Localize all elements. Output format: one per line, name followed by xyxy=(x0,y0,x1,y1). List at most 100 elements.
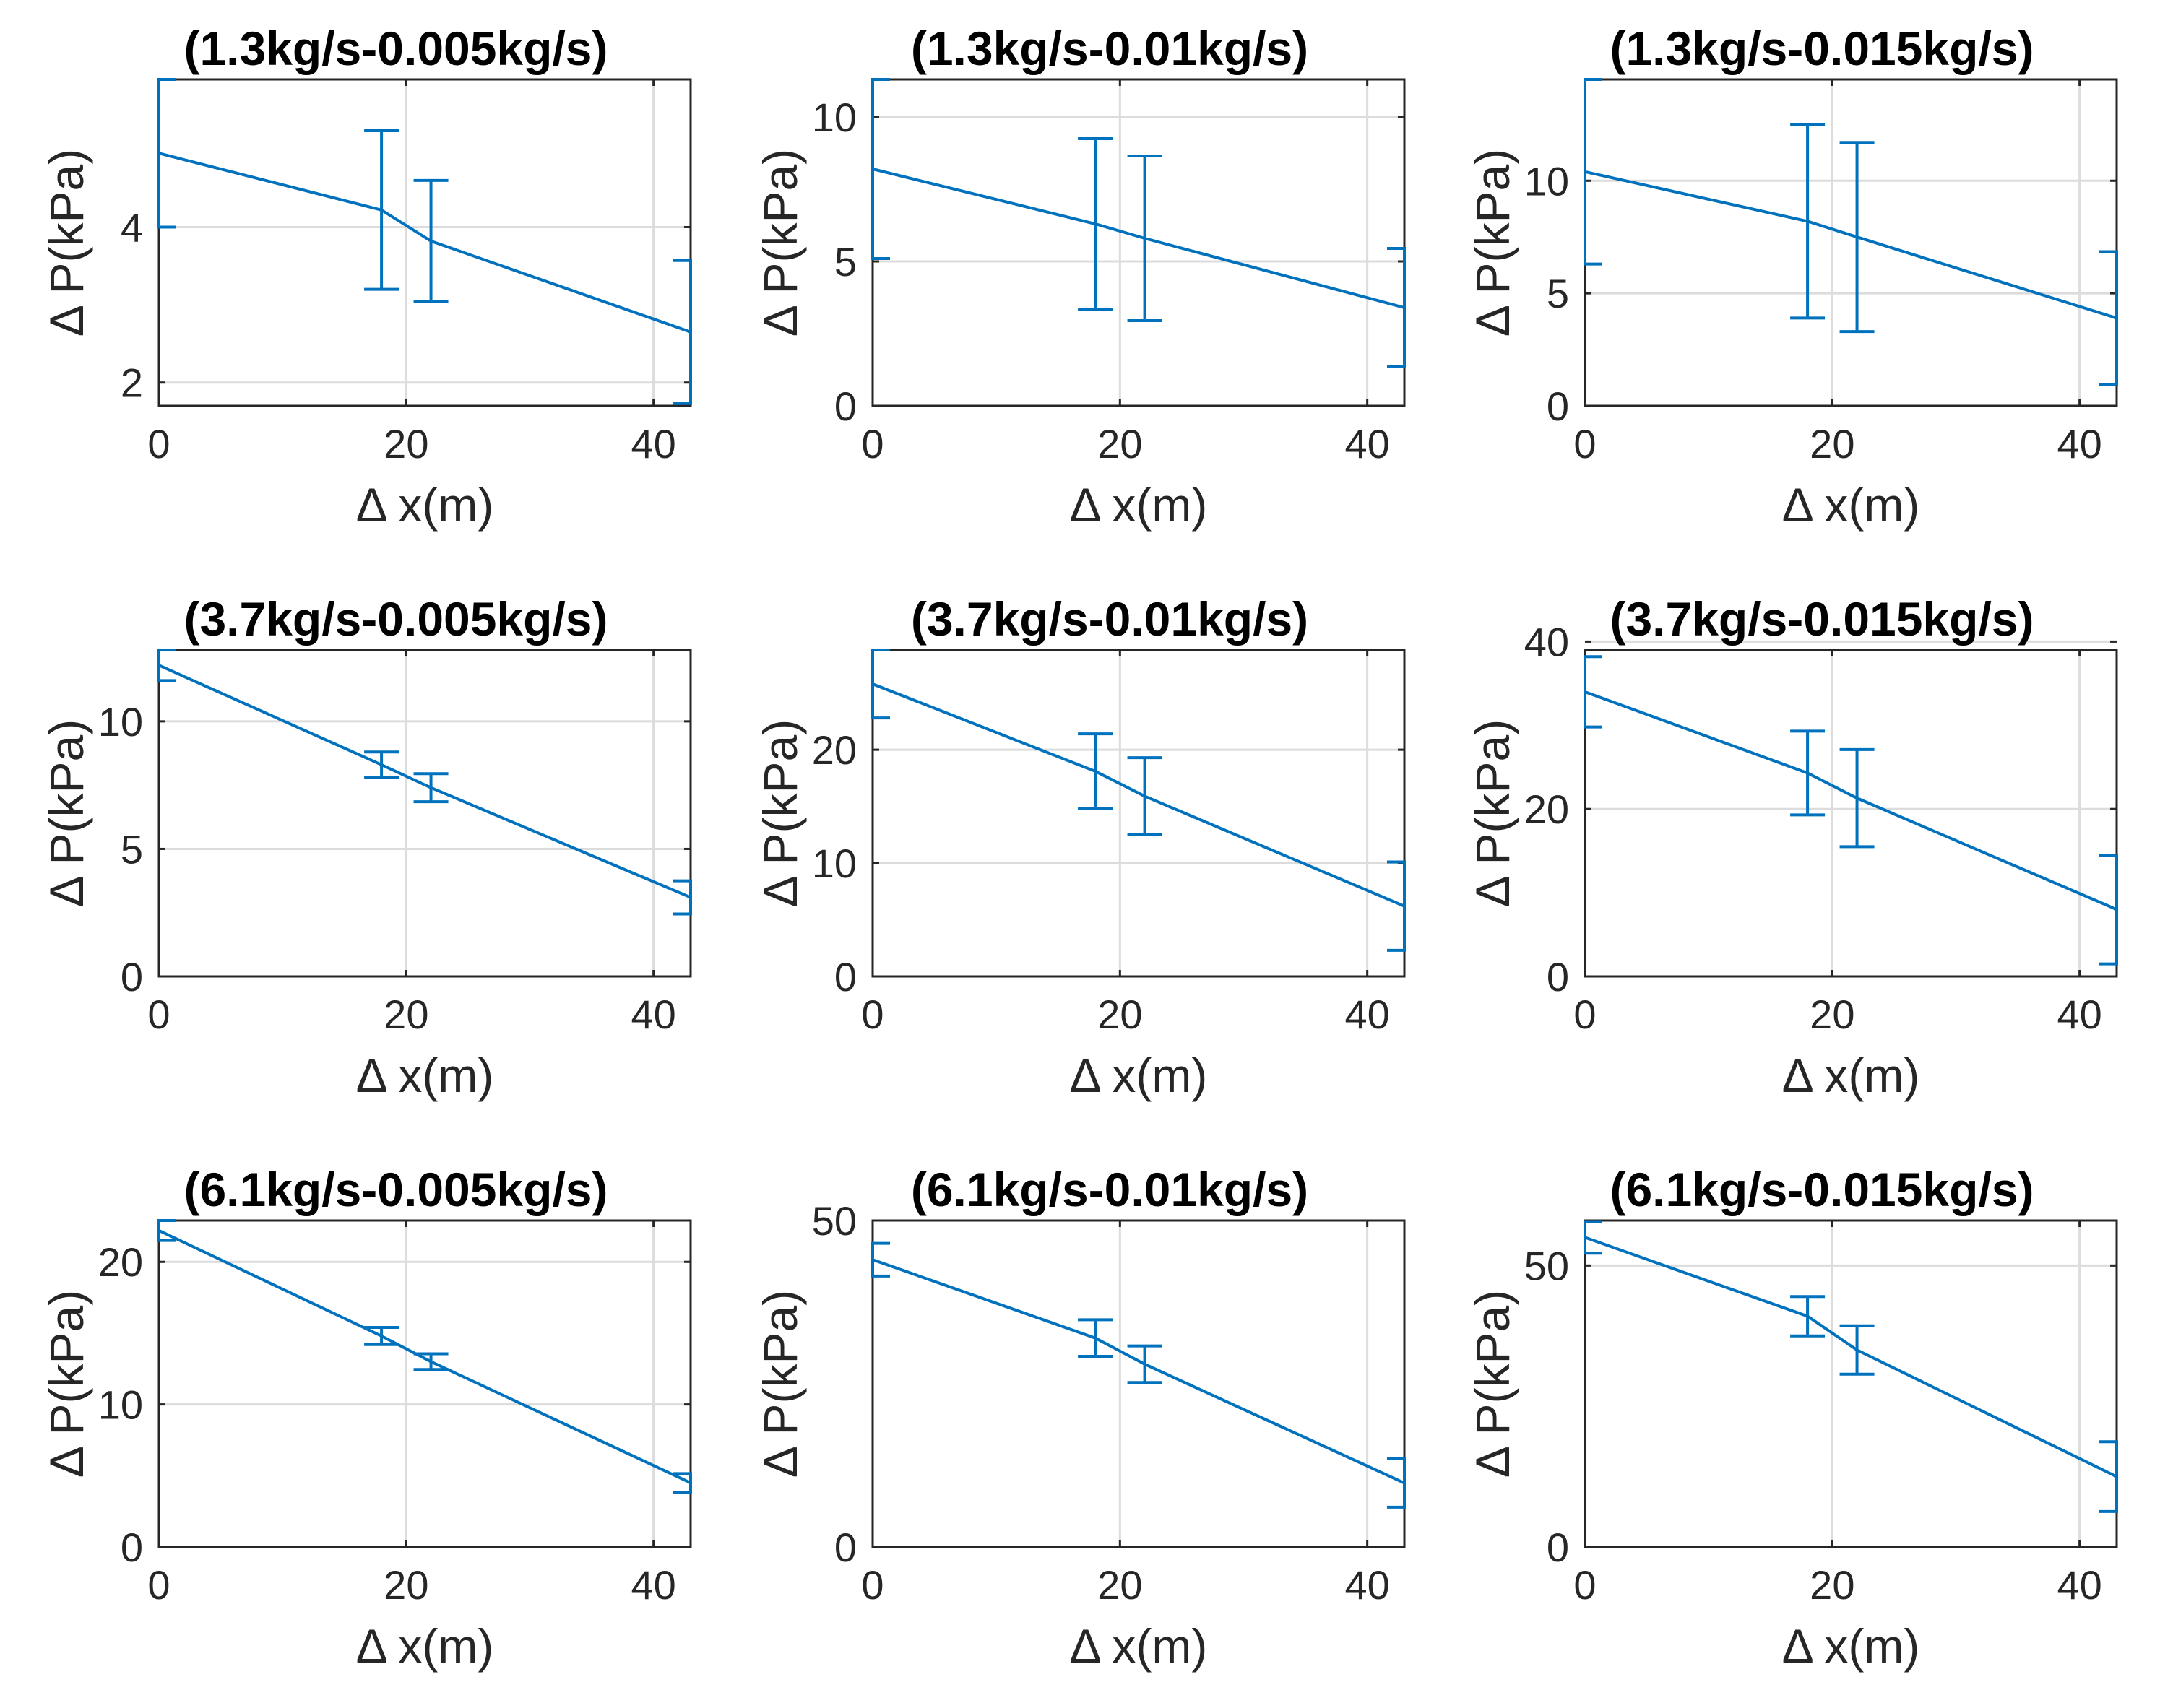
subplot-6: 0 20 40 0 20 40 (3.7kg/s-0.015kg/s) Δ x(m) Δ P(k… xyxy=(1466,592,2118,1102)
x-tick-label: 0 xyxy=(1573,1562,1596,1608)
plot-area xyxy=(159,79,691,406)
error-bar xyxy=(871,649,890,720)
plot-area xyxy=(1585,1221,2117,1547)
y-tick-label: 0 xyxy=(121,954,143,1000)
plot-frame xyxy=(871,649,1406,978)
x-axis-label: Δ x(m) xyxy=(1070,478,1208,532)
chart-title: (1.3kg/s-0.015kg/s) xyxy=(1610,22,2034,75)
error-bar xyxy=(1387,860,1406,952)
error-bar xyxy=(1387,247,1406,368)
data-layer xyxy=(871,1241,1406,1509)
subplot-3: 0 20 40 0 5 10 (1.3kg/s-0.015kg/s) Δ x(m) Δ P(kP… xyxy=(1466,22,2118,532)
y-tick-label: 0 xyxy=(834,383,857,429)
data-layer xyxy=(157,78,692,405)
error-bar xyxy=(1078,137,1113,311)
y-tick-label: 10 xyxy=(1524,158,1569,204)
x-tick-label: 0 xyxy=(861,992,884,1037)
error-bar xyxy=(2099,1440,2118,1513)
y-axis-label: Δ P(kPa) xyxy=(753,149,807,337)
y-axis-label: Δ P(kPa) xyxy=(1466,149,1519,337)
x-tick-label: 20 xyxy=(384,1562,428,1608)
error-bar xyxy=(1078,732,1113,810)
chart-title: (1.3kg/s-0.01kg/s) xyxy=(911,22,1308,75)
y-tick-label: 40 xyxy=(1524,619,1569,664)
subplot-1: 0 20 40 2 4 (1.3kg/s-0.005kg/s) Δ x(m) Δ P(kPa) xyxy=(40,22,692,532)
chart-title: (3.7kg/s-0.015kg/s) xyxy=(1610,592,2034,646)
data-layer xyxy=(1584,78,2118,386)
error-bar xyxy=(871,1241,890,1278)
y-tick-label: 20 xyxy=(98,1239,143,1285)
subplot-8: 0 20 40 0 50 (6.1kg/s-0.01kg/s) Δ x(m) Δ P(kPa) xyxy=(753,1163,1406,1673)
error-bar xyxy=(2099,250,2118,386)
y-tick-label: 10 xyxy=(98,1382,143,1428)
error-bar xyxy=(1127,155,1162,322)
error-bar xyxy=(157,649,176,682)
subplot-2: 0 20 40 0 5 10 (1.3kg/s-0.01kg/s) Δ x(m) Δ P(kPa… xyxy=(753,22,1406,532)
subplot-7: 0 20 40 0 10 20 (6.1kg/s-0.005kg/s) Δ x(m) Δ P(k… xyxy=(40,1163,692,1673)
plot-area xyxy=(1585,650,2117,976)
plot-frame xyxy=(157,78,692,407)
data-layer xyxy=(1584,655,2118,966)
y-axis-label: Δ P(kPa) xyxy=(1466,719,1519,908)
y-axis-label: Δ P(kPa) xyxy=(753,1290,807,1478)
x-tick-label: 40 xyxy=(2057,421,2102,467)
x-axis-label: Δ x(m) xyxy=(1782,1049,1920,1102)
plot-area xyxy=(1585,79,2117,406)
plot-area xyxy=(873,79,1404,406)
x-tick-label: 40 xyxy=(1345,992,1390,1037)
x-axis-label: Δ x(m) xyxy=(1070,1049,1208,1102)
chart-title: (6.1kg/s-0.015kg/s) xyxy=(1610,1163,2034,1216)
chart-title: (6.1kg/s-0.005kg/s) xyxy=(184,1163,608,1216)
x-tick-label: 0 xyxy=(147,421,170,467)
x-tick-label: 40 xyxy=(631,992,676,1037)
y-axis-label: Δ P(kPa) xyxy=(40,1290,93,1478)
x-tick-label: 40 xyxy=(631,1562,676,1608)
error-bar xyxy=(1790,1295,1826,1338)
series-line xyxy=(158,1229,691,1484)
data-layer xyxy=(1584,1220,2118,1513)
y-tick-label: 0 xyxy=(834,954,857,1000)
error-bar xyxy=(1839,747,1875,849)
x-tick-label: 0 xyxy=(1573,421,1596,467)
x-tick-label: 40 xyxy=(1345,1562,1390,1608)
y-tick-label: 5 xyxy=(1547,271,1569,316)
plot-frame xyxy=(1584,1219,2118,1548)
plot-frame xyxy=(1584,649,2118,978)
data-layer xyxy=(871,649,1406,952)
series-line xyxy=(872,1258,1405,1485)
chart-title: (1.3kg/s-0.005kg/s) xyxy=(184,22,608,75)
error-bar xyxy=(673,879,692,916)
y-tick-label: 10 xyxy=(812,841,857,886)
y-tick-label: 4 xyxy=(121,204,143,250)
subplot-4: 0 20 40 0 5 10 (3.7kg/s-0.005kg/s) Δ x(m) Δ P(kP… xyxy=(40,592,692,1102)
error-bar xyxy=(1584,655,1602,729)
x-tick-label: 20 xyxy=(1097,992,1142,1037)
chart-title: (6.1kg/s-0.01kg/s) xyxy=(911,1163,1308,1216)
error-bar xyxy=(413,772,449,804)
y-axis-label: Δ P(kPa) xyxy=(1466,1290,1519,1478)
data-layer xyxy=(871,78,1406,368)
x-axis-label: Δ x(m) xyxy=(1782,478,1920,532)
series-line xyxy=(1584,170,2117,320)
y-tick-label: 0 xyxy=(1547,954,1569,1000)
x-tick-label: 20 xyxy=(1810,421,1854,467)
x-tick-label: 0 xyxy=(147,992,170,1037)
x-tick-label: 0 xyxy=(147,1562,170,1608)
x-tick-label: 20 xyxy=(384,421,428,467)
error-bar xyxy=(673,259,692,405)
error-bar xyxy=(1127,756,1162,836)
error-bar xyxy=(157,78,176,229)
y-tick-label: 20 xyxy=(812,727,857,773)
error-bar xyxy=(1790,729,1826,817)
x-tick-label: 40 xyxy=(631,421,676,467)
plot-frame xyxy=(157,649,692,978)
x-tick-label: 20 xyxy=(1097,421,1142,467)
plot-frame xyxy=(157,1219,692,1548)
x-axis-label: Δ x(m) xyxy=(1782,1619,1920,1673)
y-tick-label: 0 xyxy=(1547,383,1569,429)
x-tick-label: 20 xyxy=(1810,1562,1854,1608)
y-tick-label: 20 xyxy=(1524,786,1569,832)
error-bar xyxy=(1839,1324,1875,1376)
series-line xyxy=(872,168,1405,309)
